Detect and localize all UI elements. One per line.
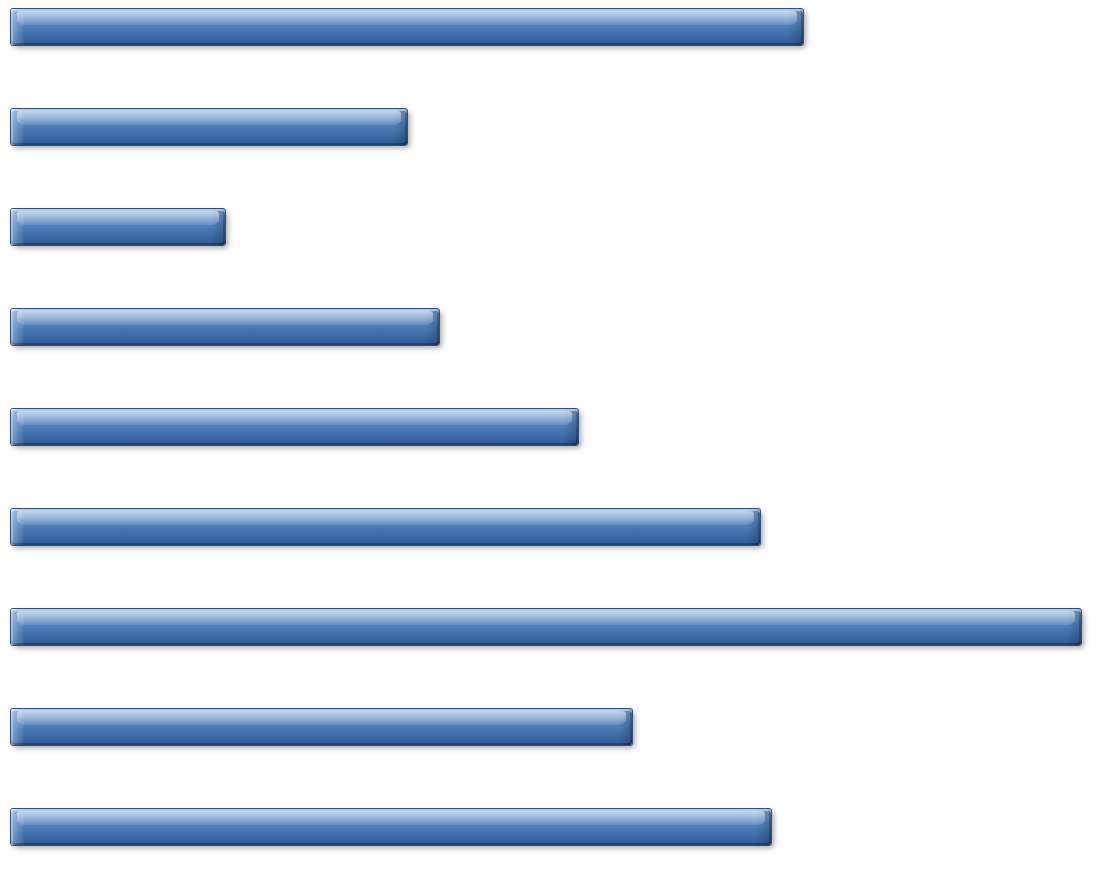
- bar-row: [10, 108, 406, 144]
- bar-bevel: [11, 709, 632, 745]
- bar: [10, 508, 761, 546]
- bar-row: [10, 308, 438, 344]
- bar-row: [10, 8, 802, 44]
- bar-row: [10, 508, 759, 544]
- bar-row: [10, 408, 577, 444]
- bar: [10, 308, 440, 346]
- bar: [10, 108, 408, 146]
- bar-row: [10, 708, 631, 744]
- bar: [10, 8, 804, 46]
- horizontal-bar-chart: [0, 0, 1108, 894]
- bar-bevel: [11, 409, 578, 445]
- bar-bevel: [11, 109, 407, 145]
- bar-bevel: [11, 609, 1081, 645]
- bar-row: [10, 208, 224, 244]
- bar-bevel: [11, 209, 225, 245]
- bar-row: [10, 608, 1080, 644]
- bar: [10, 208, 226, 246]
- bar-row: [10, 808, 770, 844]
- bar: [10, 808, 772, 846]
- bar-bevel: [11, 309, 439, 345]
- bar-bevel: [11, 809, 771, 845]
- bar: [10, 608, 1082, 646]
- bar: [10, 708, 633, 746]
- bar-bevel: [11, 9, 803, 45]
- bar-bevel: [11, 509, 760, 545]
- bar: [10, 408, 579, 446]
